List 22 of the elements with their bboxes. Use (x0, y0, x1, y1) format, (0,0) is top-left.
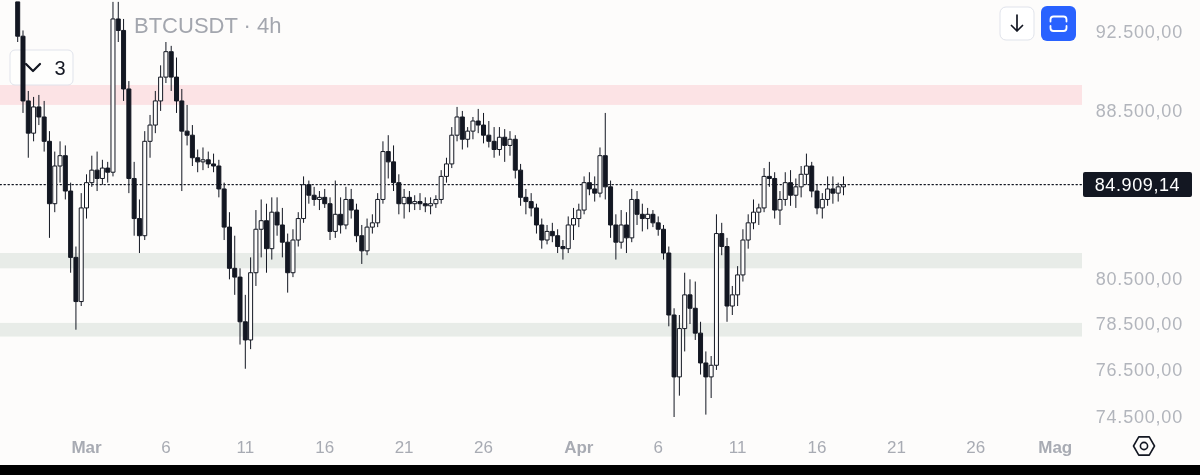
annotation: 3 (54, 57, 66, 79)
x-tick-label: Apr (564, 437, 594, 457)
text: BTCUSDT · 4h (134, 13, 282, 38)
x-tick-label: 6 (653, 437, 663, 457)
y-tick-label: 92.500,00 (1095, 22, 1183, 43)
x-tick-label: 6 (161, 437, 171, 457)
x-tick-label: 26 (474, 437, 493, 457)
x-tick-label: 21 (886, 437, 906, 457)
y-tick-label: 80.500,00 (1095, 269, 1183, 290)
x-tick-label: Mar (71, 437, 103, 457)
x-tick-label: Mag (1038, 437, 1073, 457)
x-tick-label: 11 (236, 437, 255, 457)
ref-line-label: 84.909,14 (1094, 174, 1181, 195)
y-tick-label: 88.500,00 (1095, 100, 1183, 121)
y-tick-label: 76.500,00 (1095, 359, 1183, 380)
x-tick-label: 16 (807, 437, 827, 457)
y-tick-label: 78.500,00 (1095, 314, 1183, 335)
y-tick-label: 74.500,00 (1095, 407, 1183, 427)
x-tick-label: 16 (315, 437, 335, 457)
x-tick-label: 21 (394, 437, 414, 457)
x-tick-label: 11 (728, 437, 747, 457)
x-tick-label: 26 (966, 437, 986, 457)
